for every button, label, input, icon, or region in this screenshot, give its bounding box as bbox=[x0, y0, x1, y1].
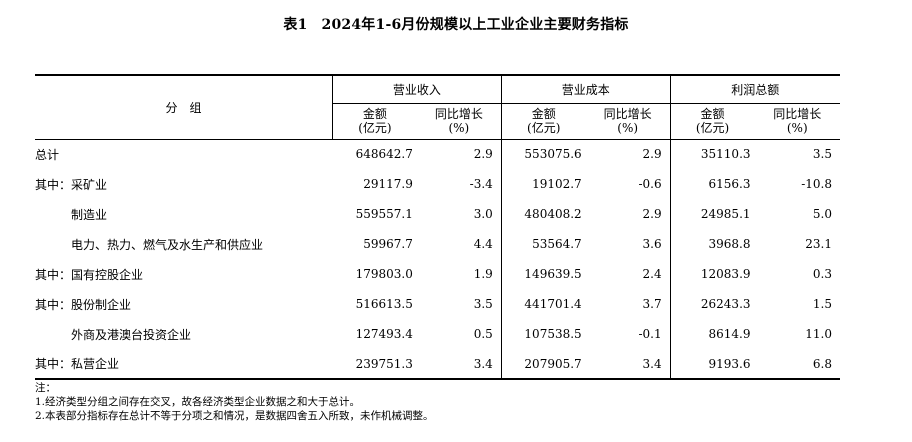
profit-amount: 35110.3 bbox=[700, 147, 751, 162]
table-row: 其中：国有控股企业 179803.0 1.9 149639.5 2.4 1208… bbox=[35, 259, 840, 289]
cost-amount: 480408.2 bbox=[524, 207, 582, 221]
profit-growth: 5.0 bbox=[812, 207, 832, 221]
revenue-amount: 516613.5 bbox=[355, 297, 413, 311]
table-notes: 注： 1.经济类型分组之间存在交叉，故各经济类型企业数据之和大于总计。 2.本表… bbox=[35, 381, 434, 423]
revenue-amount: 127493.4 bbox=[355, 327, 413, 341]
profit-growth: 6.8 bbox=[754, 349, 840, 380]
cost-amount: 149639.5 bbox=[524, 267, 582, 281]
table-row: 总计 648642.7 2.9 553075.6 2.9 35110.3 3.5 bbox=[35, 139, 840, 169]
row-label: 其中：采矿业 bbox=[35, 177, 108, 192]
cost-growth: 2.9 bbox=[585, 139, 671, 169]
cost-amount: 207905.7 bbox=[501, 349, 586, 380]
table-title-text: 2024年1-6月份规模以上工业企业主要财务指标 bbox=[321, 17, 629, 33]
table-number: 表1 bbox=[283, 17, 308, 33]
revenue-growth: 2.9 bbox=[416, 139, 502, 169]
cost-growth-header: 同比增长 (%) bbox=[585, 103, 671, 140]
cost-amount: 107538.5 bbox=[524, 327, 582, 341]
profit-amount: 8614.9 bbox=[708, 327, 751, 341]
note-item: 2.本表部分指标存在总计不等于分项之和情况，是数据四舍五入所致，未作机械调整。 bbox=[35, 410, 434, 422]
cost-growth: -0.6 bbox=[585, 169, 671, 199]
table-title: 表1 2024年1-6月份规模以上工业企业主要财务指标 bbox=[0, 14, 912, 34]
cost-amount: 19102.7 bbox=[532, 177, 582, 191]
profit-header: 利润总额 bbox=[670, 74, 840, 104]
profit-growth: 23.1 bbox=[805, 237, 832, 251]
revenue-growth: 3.5 bbox=[416, 289, 502, 319]
cost-header: 营业成本 bbox=[501, 74, 671, 104]
profit-amount: 12083.9 bbox=[700, 267, 751, 281]
revenue-amount: 239751.3 bbox=[332, 349, 417, 380]
notes-heading: 注： bbox=[35, 382, 56, 394]
profit-amount: 9193.6 bbox=[670, 349, 755, 380]
table-row: 外商及港澳台投资企业 127493.4 0.5 107538.5 -0.1 86… bbox=[35, 319, 840, 349]
group-column-header: 分 组 bbox=[35, 74, 333, 140]
table-row: 制造业 559557.1 3.0 480408.2 2.9 24985.1 5.… bbox=[35, 199, 840, 229]
revenue-amount: 559557.1 bbox=[355, 207, 413, 221]
revenue-amount-header: 金额 (亿元) bbox=[332, 103, 417, 140]
table-row: 电力、热力、燃气及水生产和供应业 59967.7 4.4 53564.7 3.6… bbox=[35, 229, 840, 259]
cost-amount: 53564.7 bbox=[532, 237, 582, 251]
revenue-header: 营业收入 bbox=[332, 74, 502, 104]
revenue-growth: 3.4 bbox=[416, 349, 502, 380]
profit-growth: 3.5 bbox=[812, 147, 832, 162]
revenue-amount: 648642.7 bbox=[355, 147, 413, 162]
note-item: 1.经济类型分组之间存在交叉，故各经济类型企业数据之和大于总计。 bbox=[35, 396, 361, 408]
revenue-growth-header: 同比增长 (%) bbox=[416, 103, 502, 140]
cost-growth: 2.4 bbox=[585, 259, 671, 289]
cost-growth: -0.1 bbox=[585, 319, 671, 349]
profit-amount: 3968.8 bbox=[708, 237, 751, 251]
cost-amount: 553075.6 bbox=[524, 147, 582, 162]
revenue-growth: 3.0 bbox=[416, 199, 502, 229]
profit-growth: 11.0 bbox=[805, 327, 832, 341]
profit-amount: 6156.3 bbox=[708, 177, 751, 191]
profit-growth: 0.3 bbox=[812, 267, 832, 281]
cost-growth: 3.7 bbox=[585, 289, 671, 319]
row-label: 其中：国有控股企业 bbox=[35, 267, 144, 282]
profit-growth: -10.8 bbox=[801, 177, 832, 191]
row-label: 电力、热力、燃气及水生产和供应业 bbox=[71, 237, 264, 252]
row-label: 其中：私营企业 bbox=[35, 349, 333, 380]
revenue-amount: 29117.9 bbox=[363, 177, 413, 191]
row-label: 其中：股份制企业 bbox=[35, 297, 132, 312]
financial-indicators-table: 分 组 营业收入 营业成本 利润总额 金额 (亿元) 同比增长 (%) 金额 (亿元)… bbox=[35, 74, 840, 380]
table-row: 其中：私营企业 239751.3 3.4 207905.7 3.4 9193.6… bbox=[35, 349, 840, 380]
profit-amount: 26243.3 bbox=[700, 297, 751, 311]
profit-growth: 1.5 bbox=[812, 297, 832, 311]
profit-amount-header: 金额 (亿元) bbox=[670, 103, 755, 140]
cost-growth: 3.4 bbox=[585, 349, 671, 380]
profit-growth-header: 同比增长 (%) bbox=[754, 103, 840, 140]
row-label: 制造业 bbox=[71, 207, 108, 222]
row-label: 外商及港澳台投资企业 bbox=[71, 327, 192, 342]
cost-growth: 3.6 bbox=[585, 229, 671, 259]
revenue-growth: 0.5 bbox=[416, 319, 502, 349]
table-row: 其中：股份制企业 516613.5 3.5 441701.4 3.7 26243… bbox=[35, 289, 840, 319]
cost-amount: 441701.4 bbox=[524, 297, 582, 311]
revenue-amount: 59967.7 bbox=[363, 237, 413, 251]
cost-amount-header: 金额 (亿元) bbox=[501, 103, 586, 140]
revenue-growth: 4.4 bbox=[416, 229, 502, 259]
row-label: 总计 bbox=[35, 147, 60, 162]
profit-amount: 24985.1 bbox=[700, 207, 751, 221]
revenue-amount: 179803.0 bbox=[355, 267, 413, 281]
cost-growth: 2.9 bbox=[585, 199, 671, 229]
revenue-growth: -3.4 bbox=[416, 169, 502, 199]
table-row: 其中：采矿业 29117.9 -3.4 19102.7 -0.6 6156.3 … bbox=[35, 169, 840, 199]
revenue-growth: 1.9 bbox=[416, 259, 502, 289]
